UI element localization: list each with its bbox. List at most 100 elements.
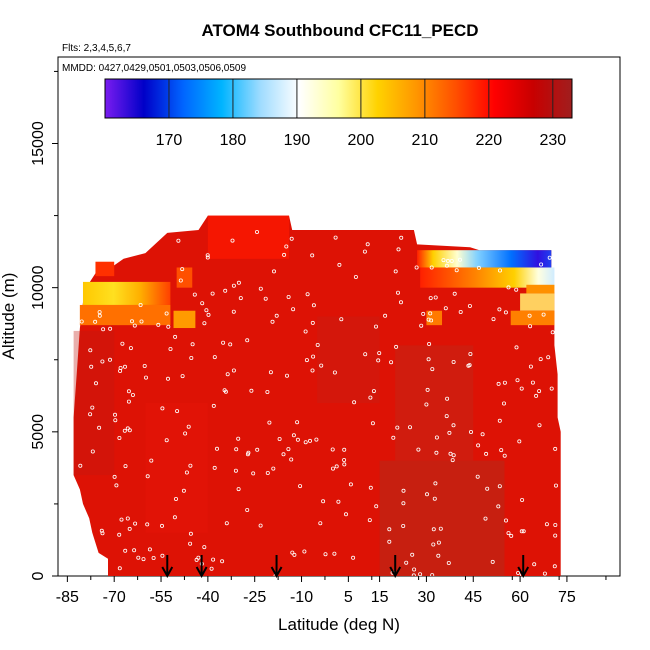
sample-point	[286, 294, 291, 299]
sample-point	[552, 564, 557, 569]
sample-point	[282, 252, 287, 257]
sample-point	[445, 396, 450, 401]
sample-point	[389, 360, 394, 365]
sample-point	[254, 229, 259, 234]
sample-point	[245, 507, 250, 512]
sample-point	[113, 418, 118, 423]
dates-note: MMDD: 0427,0429,0501,0503,0506,0509	[62, 63, 246, 74]
sample-point	[411, 573, 416, 576]
sample-point	[443, 306, 448, 311]
sample-point	[100, 359, 105, 364]
sample-point	[149, 458, 154, 463]
sample-point	[502, 380, 507, 385]
sample-point	[363, 352, 368, 357]
y-tick-label: 0	[30, 571, 47, 580]
heatmap-band	[417, 250, 552, 268]
sample-point	[429, 265, 434, 270]
sample-point	[265, 389, 270, 394]
x-tick-label: -55	[149, 589, 172, 606]
sample-point	[497, 307, 502, 312]
sample-point	[506, 285, 511, 290]
sample-point	[123, 464, 128, 469]
flights-note: Flts: 2,3,4,5,6,7	[62, 43, 131, 54]
sample-point	[520, 497, 525, 502]
sample-point	[238, 296, 243, 301]
sample-point	[138, 302, 143, 307]
sample-point	[129, 319, 134, 324]
sample-point	[496, 504, 501, 509]
sample-point	[236, 436, 241, 441]
sample-point	[156, 322, 161, 327]
sample-point	[209, 566, 214, 571]
sample-point	[503, 518, 508, 523]
sample-point	[101, 327, 106, 332]
sample-point	[426, 357, 431, 362]
heatmap-patch	[317, 316, 380, 403]
colorbar-tick-label: 170	[156, 132, 183, 149]
sample-point	[436, 540, 441, 545]
sample-point	[230, 238, 235, 243]
sample-point	[176, 238, 181, 243]
sample-point	[497, 268, 502, 273]
sample-point	[514, 287, 519, 292]
sample-point	[424, 492, 429, 497]
sample-point	[289, 457, 294, 462]
sample-point	[484, 451, 489, 456]
sample-point	[401, 488, 406, 493]
sounding-arrow-head	[161, 566, 174, 579]
heatmap-patch	[395, 345, 474, 461]
sample-point	[373, 324, 378, 329]
sample-point	[159, 523, 164, 528]
sample-point	[539, 262, 544, 267]
sample-point	[77, 558, 82, 563]
sample-point	[139, 319, 144, 324]
sample-point	[245, 338, 250, 343]
sample-point	[553, 533, 558, 538]
sample-point	[516, 571, 521, 576]
sample-point	[291, 433, 296, 438]
sample-point	[431, 527, 436, 532]
sample-point	[108, 357, 113, 362]
sample-point	[88, 412, 93, 417]
sample-point	[270, 319, 275, 324]
sample-point	[128, 346, 133, 351]
sample-point	[147, 547, 152, 552]
sample-point	[212, 355, 217, 360]
sample-point	[433, 481, 438, 486]
sample-point	[281, 452, 286, 457]
y-tick-label: 5000	[30, 414, 47, 450]
sample-point	[166, 324, 171, 329]
sample-point	[289, 236, 294, 241]
sample-point	[519, 386, 524, 391]
sample-point	[414, 265, 419, 270]
sample-point	[224, 521, 229, 526]
sample-point	[117, 566, 122, 571]
sample-point	[292, 552, 297, 557]
sample-point	[499, 448, 504, 453]
y-tick-label: 15000	[30, 121, 47, 166]
heatmap-band	[82, 281, 171, 305]
sample-point	[418, 572, 423, 576]
sounding-arrow-head	[517, 566, 530, 579]
x-tick-label: -40	[196, 589, 219, 606]
heatmap-patch	[73, 330, 115, 476]
sample-point	[122, 428, 127, 433]
sample-point	[112, 474, 117, 479]
sample-point	[188, 531, 193, 536]
sample-point	[458, 309, 463, 314]
sample-point	[236, 280, 241, 285]
sample-point	[274, 313, 279, 318]
sample-point	[527, 313, 532, 318]
sample-point	[352, 400, 357, 405]
sample-point	[310, 368, 315, 373]
sample-point	[314, 437, 319, 442]
sample-point	[538, 357, 543, 362]
sample-point	[290, 550, 295, 555]
y-axis-label: Altitude (m)	[0, 273, 18, 360]
sample-point	[78, 463, 83, 468]
sample-point	[506, 531, 511, 536]
sample-point	[342, 462, 347, 467]
sample-point	[387, 539, 392, 544]
sample-point	[214, 446, 219, 451]
